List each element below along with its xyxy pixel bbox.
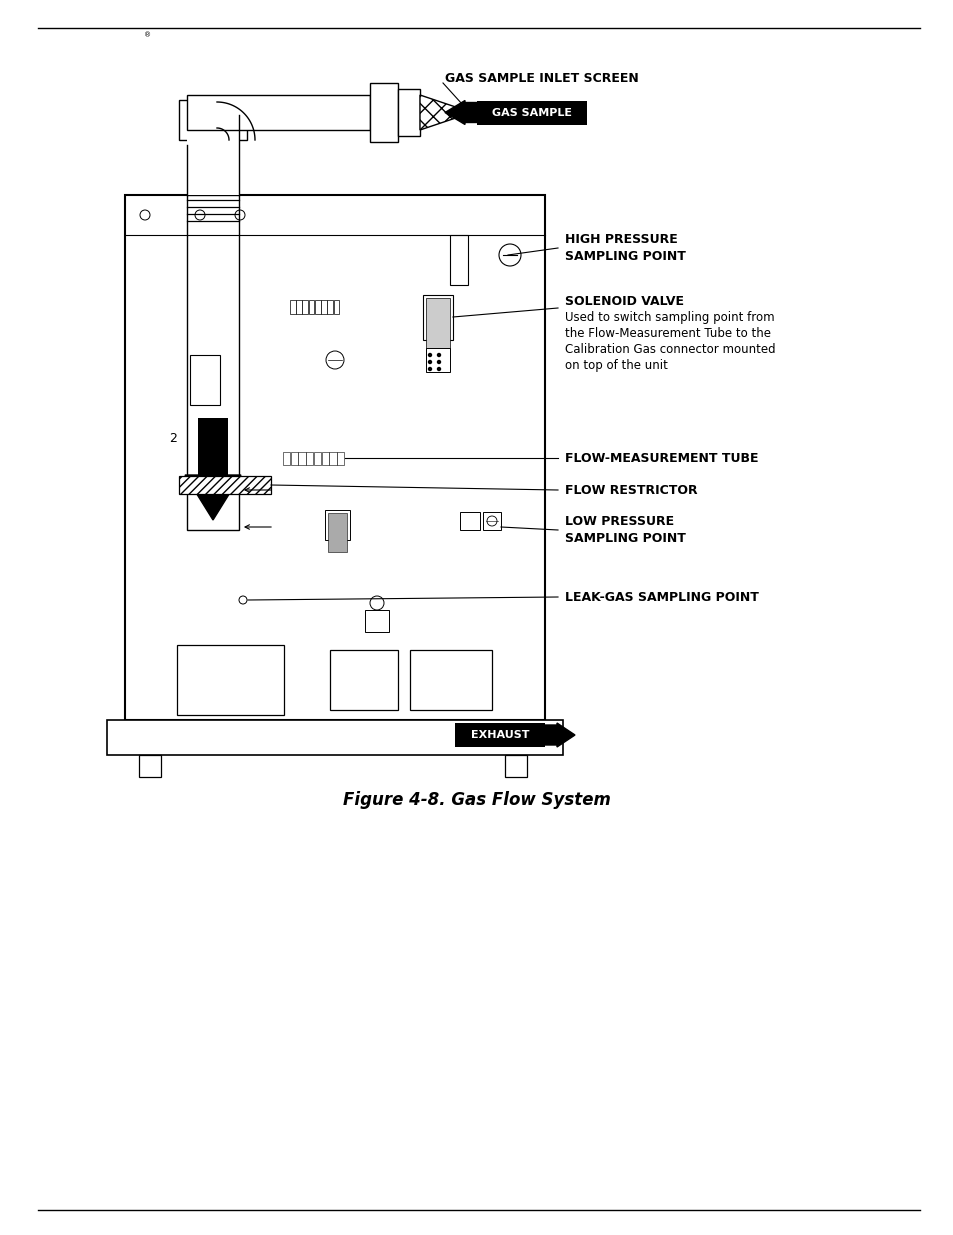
Bar [179, 100, 247, 140]
Text: Figure 4-8. Gas Flow System: Figure 4-8. Gas Flow System [343, 790, 610, 809]
Bar [187, 138, 239, 195]
Bar [370, 83, 397, 142]
Circle shape [437, 368, 440, 370]
Text: 2: 2 [169, 431, 176, 445]
Circle shape [428, 361, 431, 363]
Bar [476, 100, 586, 125]
Bar [198, 417, 228, 475]
Bar [187, 95, 370, 130]
Text: LOW PRESSURE
SAMPLING POINT: LOW PRESSURE SAMPLING POINT [564, 515, 685, 545]
Bar [283, 452, 290, 466]
Bar [291, 452, 297, 466]
Bar [325, 510, 350, 540]
Bar [306, 452, 314, 466]
Bar [426, 298, 450, 359]
Bar [309, 300, 314, 314]
Bar [397, 89, 419, 136]
Text: LEAK-GAS SAMPLING POINT: LEAK-GAS SAMPLING POINT [564, 590, 758, 604]
Circle shape [428, 353, 431, 357]
Bar [314, 452, 321, 466]
Bar [365, 610, 389, 632]
Bar [504, 755, 526, 777]
Polygon shape [419, 95, 472, 130]
Bar [330, 650, 397, 710]
Text: EXHAUST: EXHAUST [470, 730, 529, 740]
Text: GAS SAMPLE INLET SCREEN: GAS SAMPLE INLET SCREEN [444, 72, 639, 84]
Text: ®: ® [144, 32, 152, 38]
Polygon shape [185, 475, 241, 520]
Bar [329, 452, 336, 466]
Bar [455, 722, 544, 747]
Bar [190, 354, 220, 405]
Bar [410, 650, 492, 710]
Bar [125, 195, 544, 720]
Bar [302, 300, 308, 314]
Circle shape [437, 353, 440, 357]
FancyArrow shape [444, 100, 476, 125]
Bar [187, 195, 239, 530]
Bar [177, 645, 284, 715]
Text: SOLENOID VALVE: SOLENOID VALVE [564, 295, 683, 308]
Bar [179, 475, 271, 494]
Bar [422, 295, 453, 340]
Bar [334, 300, 339, 314]
Text: FLOW RESTRICTOR: FLOW RESTRICTOR [564, 483, 697, 496]
Circle shape [437, 361, 440, 363]
Bar [321, 300, 327, 314]
Bar [314, 300, 320, 314]
Bar [327, 300, 333, 314]
Bar [459, 513, 479, 530]
Bar [139, 755, 161, 777]
Text: Used to switch sampling point from
the Flow-Measurement Tube to the
Calibration : Used to switch sampling point from the F… [564, 311, 775, 372]
Bar [426, 348, 450, 372]
FancyArrow shape [544, 722, 575, 747]
Bar [107, 720, 562, 755]
Bar [450, 235, 468, 285]
Bar [482, 513, 500, 530]
Bar [290, 300, 295, 314]
Bar [337, 452, 344, 466]
Text: GAS SAMPLE: GAS SAMPLE [492, 107, 572, 117]
Text: FLOW-MEASUREMENT TUBE: FLOW-MEASUREMENT TUBE [564, 452, 758, 464]
Bar [296, 300, 302, 314]
Bar [328, 513, 347, 552]
Bar [321, 452, 329, 466]
Text: HIGH PRESSURE
SAMPLING POINT: HIGH PRESSURE SAMPLING POINT [564, 233, 685, 263]
Circle shape [428, 368, 431, 370]
Bar [298, 452, 305, 466]
